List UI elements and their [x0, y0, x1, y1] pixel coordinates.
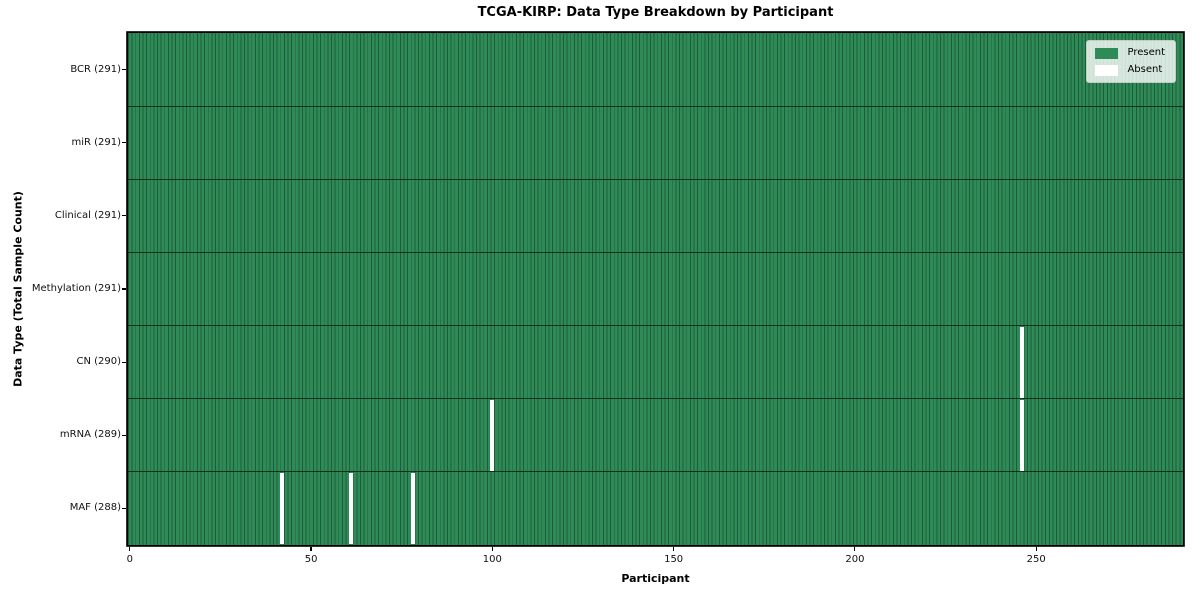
row-divider	[128, 178, 1183, 180]
y-tick-label-miR: miR (291)	[71, 136, 121, 148]
y-tick-mark	[122, 142, 126, 144]
absent-bar-mRNA-100	[490, 399, 495, 472]
legend: Present Absent	[1086, 40, 1176, 83]
row-divider	[128, 325, 1183, 327]
x-tick-label: 100	[482, 554, 502, 565]
x-tick-mark	[673, 547, 675, 551]
x-tick-label: 0	[126, 554, 133, 565]
legend-item-absent: Absent	[1095, 64, 1165, 76]
y-tick-label-BCR: BCR (291)	[70, 63, 121, 75]
legend-swatch-present-icon	[1095, 47, 1119, 59]
y-tick-label-Methylation: Methylation (291)	[31, 283, 121, 294]
legend-label-present: Present	[1127, 47, 1165, 58]
y-tick-label-Clinical: Clinical (291)	[54, 209, 121, 221]
y-tick-mark	[122, 434, 126, 436]
plot-area: Present Absent	[128, 33, 1183, 545]
y-tick-mark	[122, 68, 126, 71]
x-tick-mark	[1035, 547, 1037, 551]
absent-bar-MAF-78	[410, 472, 415, 545]
x-tick-label: 50	[304, 554, 318, 565]
chart-title: TCGA-KIRP: Data Type Breakdown by Partic…	[477, 5, 834, 20]
legend-label-absent: Absent	[1127, 64, 1163, 75]
legend-swatch-absent-icon	[1095, 64, 1119, 76]
y-tick-mark	[122, 361, 126, 363]
x-tick-label: 200	[845, 554, 865, 565]
x-tick-mark	[854, 547, 856, 551]
x-axis-label: Participant	[621, 572, 690, 585]
row-divider	[128, 105, 1183, 107]
x-tick-mark	[491, 547, 493, 551]
y-tick-label-CN: CN (290)	[76, 356, 121, 368]
y-tick-mark	[122, 215, 126, 217]
legend-item-present: Present	[1095, 47, 1165, 59]
y-tick-label-MAF: MAF (288)	[69, 502, 121, 514]
absent-bar-CN-246	[1019, 326, 1024, 399]
y-tick-mark	[122, 507, 126, 510]
x-tick-mark	[310, 547, 312, 551]
x-tick-label: 150	[664, 554, 684, 565]
absent-bar-MAF-61	[348, 472, 353, 545]
row-divider	[128, 471, 1183, 473]
y-tick-label-mRNA: mRNA (289)	[59, 429, 121, 441]
y-tick-mark	[122, 288, 126, 290]
x-tick-mark	[129, 547, 131, 551]
row-divider	[128, 398, 1183, 400]
absent-bar-MAF-42	[280, 472, 285, 545]
row-divider	[128, 251, 1183, 253]
x-tick-label: 250	[1026, 554, 1046, 565]
absent-bar-mRNA-246	[1019, 399, 1024, 472]
